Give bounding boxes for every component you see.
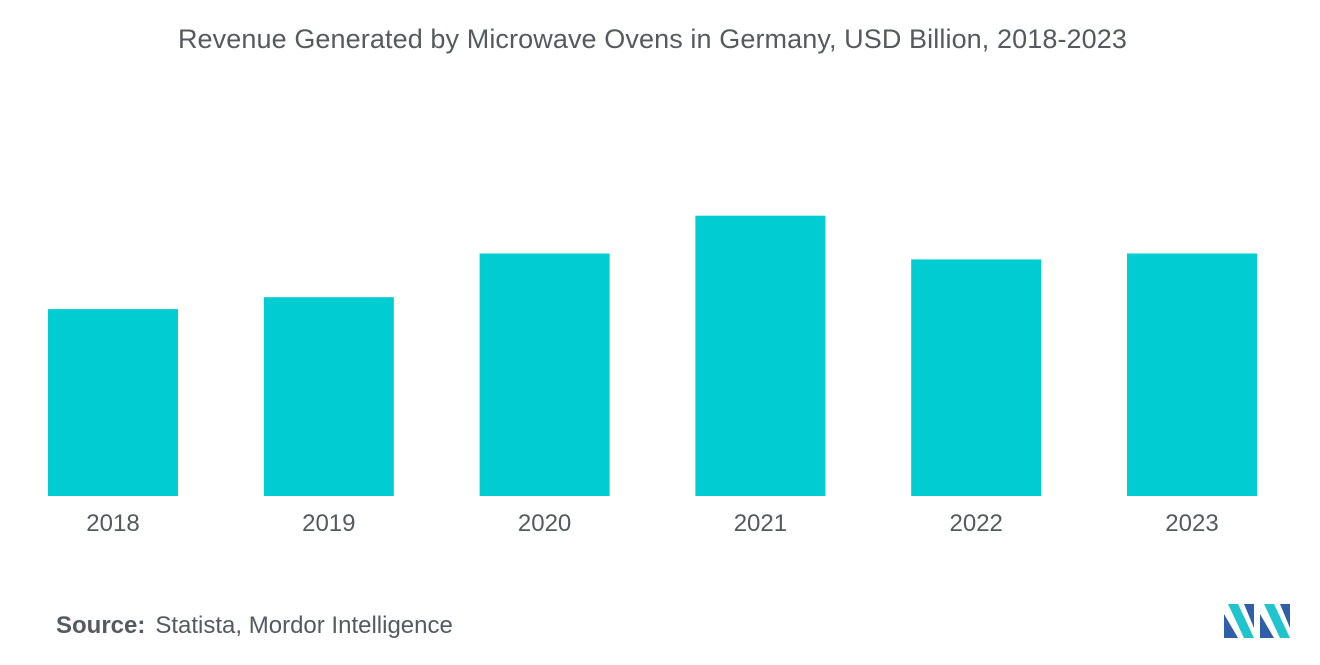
x-tick-label-2022: 2022 xyxy=(950,510,1003,537)
x-tick-label-2023: 2023 xyxy=(1165,510,1218,537)
bar-chart: 2018 2019 2020 2021 2022 2023 xyxy=(48,215,1257,537)
bar-2018 xyxy=(48,309,178,496)
bar-series xyxy=(48,215,1257,496)
mordor-intelligence-logo-icon xyxy=(1224,604,1290,638)
x-axis-tick-labels: 2018 2019 2020 2021 2022 2023 xyxy=(86,510,1218,537)
source-note: Source: Statista, Mordor Intelligence xyxy=(56,612,453,640)
source-label: Source: xyxy=(56,612,146,639)
x-tick-label-2019: 2019 xyxy=(302,510,355,537)
bar-2019 xyxy=(263,297,394,496)
x-tick-label-2018: 2018 xyxy=(86,510,139,537)
x-tick-label-2021: 2021 xyxy=(734,510,787,537)
x-tick-label-2020: 2020 xyxy=(518,510,571,537)
bar-2020 xyxy=(479,253,610,496)
bar-2022 xyxy=(911,259,1042,496)
bar-2021 xyxy=(695,215,826,496)
chart-title: Revenue Generated by Microwave Ovens in … xyxy=(177,24,1128,54)
bar-2023 xyxy=(1127,253,1257,496)
source-text: Statista, Mordor Intelligence xyxy=(155,612,453,639)
